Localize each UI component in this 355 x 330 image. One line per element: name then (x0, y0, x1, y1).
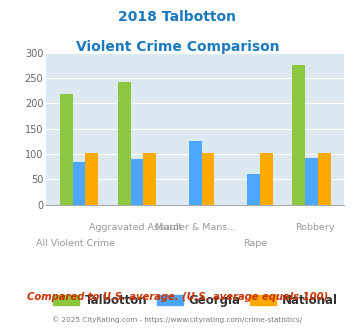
Text: Robbery: Robbery (295, 223, 334, 232)
Text: All Violent Crime: All Violent Crime (37, 239, 115, 248)
Bar (118, 82, 131, 205)
Bar (143, 153, 156, 205)
Bar (202, 153, 214, 205)
Bar (85, 153, 98, 205)
Bar (247, 174, 260, 205)
Text: Aggravated Assault: Aggravated Assault (89, 223, 182, 232)
Bar (318, 153, 331, 205)
Text: Violent Crime Comparison: Violent Crime Comparison (76, 40, 279, 53)
Text: 2018 Talbotton: 2018 Talbotton (119, 10, 236, 24)
Bar (189, 141, 202, 205)
Text: © 2025 CityRating.com - https://www.cityrating.com/crime-statistics/: © 2025 CityRating.com - https://www.city… (53, 316, 302, 323)
Bar (131, 159, 143, 205)
Text: Rape: Rape (243, 239, 267, 248)
Bar (305, 157, 318, 205)
Legend: Talbotton, Georgia, National: Talbotton, Georgia, National (48, 289, 343, 312)
Bar (60, 94, 72, 205)
Text: Murder & Mans...: Murder & Mans... (155, 223, 236, 232)
Bar (260, 153, 273, 205)
Bar (72, 162, 85, 205)
Text: Compared to U.S. average. (U.S. average equals 100): Compared to U.S. average. (U.S. average … (27, 292, 328, 302)
Bar (293, 65, 305, 205)
